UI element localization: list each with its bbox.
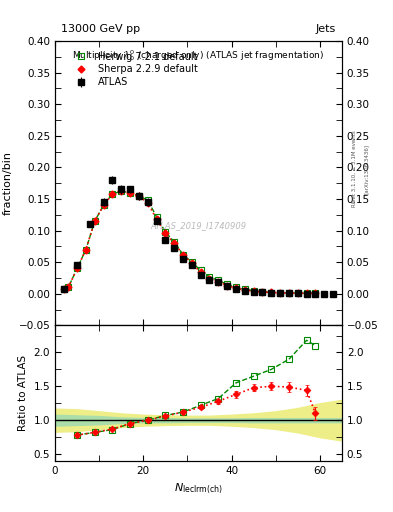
Sherpa 2.2.9 default xyxy=(119,188,123,195)
Sherpa 2.2.9 default xyxy=(296,290,300,296)
Sherpa 2.2.9 default xyxy=(189,261,194,267)
Herwig 7.2.1 default xyxy=(269,289,274,295)
Sherpa 2.2.9 default xyxy=(84,246,88,252)
Sherpa 2.2.9 default xyxy=(101,202,106,208)
Herwig 7.2.1 default xyxy=(207,273,212,280)
Sherpa 2.2.9 default xyxy=(278,290,283,296)
Herwig 7.2.1 default xyxy=(154,214,159,220)
Sherpa 2.2.9 default xyxy=(136,194,141,200)
Sherpa 2.2.9 default xyxy=(145,200,150,206)
Sherpa 2.2.9 default xyxy=(154,216,159,222)
Sherpa 2.2.9 default xyxy=(110,191,115,197)
Sherpa 2.2.9 default xyxy=(128,189,132,196)
Sherpa 2.2.9 default xyxy=(269,289,274,295)
Herwig 7.2.1 default xyxy=(128,189,132,196)
Sherpa 2.2.9 default xyxy=(163,230,168,236)
Text: Rivet 3.1.10, ≥ 3.1M events: Rivet 3.1.10, ≥ 3.1M events xyxy=(352,131,357,207)
Sherpa 2.2.9 default xyxy=(260,289,265,295)
Herwig 7.2.1 default xyxy=(101,202,106,208)
Legend: Herwig 7.2.1 default, Sherpa 2.2.9 default, ATLAS: Herwig 7.2.1 default, Sherpa 2.2.9 defau… xyxy=(68,52,198,88)
Sherpa 2.2.9 default xyxy=(92,218,97,224)
Text: Jets: Jets xyxy=(316,24,336,34)
Sherpa 2.2.9 default xyxy=(304,290,309,296)
Herwig 7.2.1 default xyxy=(189,259,194,265)
Sherpa 2.2.9 default xyxy=(198,269,203,275)
Herwig 7.2.1 default xyxy=(172,239,176,245)
Herwig 7.2.1 default xyxy=(260,289,265,295)
X-axis label: $N_{\mathrm{leclrm(ch)}}$: $N_{\mathrm{leclrm(ch)}}$ xyxy=(174,481,223,496)
Herwig 7.2.1 default xyxy=(278,290,283,296)
Herwig 7.2.1 default xyxy=(313,290,318,296)
Sherpa 2.2.9 default xyxy=(251,288,256,294)
Herwig 7.2.1 default xyxy=(136,193,141,199)
Herwig 7.2.1 default xyxy=(110,191,115,197)
Y-axis label: fraction/bin: fraction/bin xyxy=(3,151,13,215)
Herwig 7.2.1 default xyxy=(119,188,123,195)
Text: Multiplicity $\lambda_0^0$ (charged only) (ATLAS jet fragmentation): Multiplicity $\lambda_0^0$ (charged only… xyxy=(72,48,325,63)
Herwig 7.2.1 default xyxy=(61,286,66,292)
Sherpa 2.2.9 default xyxy=(233,285,238,291)
Herwig 7.2.1 default xyxy=(198,267,203,273)
Herwig 7.2.1 default xyxy=(296,290,300,296)
Herwig 7.2.1 default xyxy=(216,278,221,284)
Herwig 7.2.1 default xyxy=(145,197,150,203)
Herwig 7.2.1 default xyxy=(163,229,168,235)
Herwig 7.2.1 default xyxy=(92,218,97,224)
Text: ATLAS_2019_I1740909: ATLAS_2019_I1740909 xyxy=(151,221,246,230)
Sherpa 2.2.9 default xyxy=(313,290,318,296)
Sherpa 2.2.9 default xyxy=(181,251,185,258)
Sherpa 2.2.9 default xyxy=(61,286,66,292)
Sherpa 2.2.9 default xyxy=(286,290,291,296)
Herwig 7.2.1 default xyxy=(66,284,71,290)
Herwig 7.2.1 default xyxy=(181,251,185,258)
Sherpa 2.2.9 default xyxy=(216,279,221,285)
Herwig 7.2.1 default xyxy=(84,246,88,252)
Text: [arXiv:1306.3436]: [arXiv:1306.3436] xyxy=(364,144,369,194)
Herwig 7.2.1 default xyxy=(225,281,230,287)
Herwig 7.2.1 default xyxy=(251,288,256,294)
Herwig 7.2.1 default xyxy=(242,286,247,292)
Y-axis label: Ratio to ATLAS: Ratio to ATLAS xyxy=(18,355,28,431)
Herwig 7.2.1 default xyxy=(286,290,291,296)
Text: 13000 GeV pp: 13000 GeV pp xyxy=(61,24,140,34)
Sherpa 2.2.9 default xyxy=(225,283,230,289)
Sherpa 2.2.9 default xyxy=(172,240,176,246)
Line: Herwig 7.2.1 default: Herwig 7.2.1 default xyxy=(61,188,318,296)
Sherpa 2.2.9 default xyxy=(207,275,212,282)
Line: Sherpa 2.2.9 default: Sherpa 2.2.9 default xyxy=(61,189,318,296)
Herwig 7.2.1 default xyxy=(304,290,309,296)
Sherpa 2.2.9 default xyxy=(66,284,71,290)
Herwig 7.2.1 default xyxy=(233,284,238,290)
Sherpa 2.2.9 default xyxy=(75,265,79,271)
Herwig 7.2.1 default xyxy=(75,265,79,271)
Sherpa 2.2.9 default xyxy=(242,287,247,293)
